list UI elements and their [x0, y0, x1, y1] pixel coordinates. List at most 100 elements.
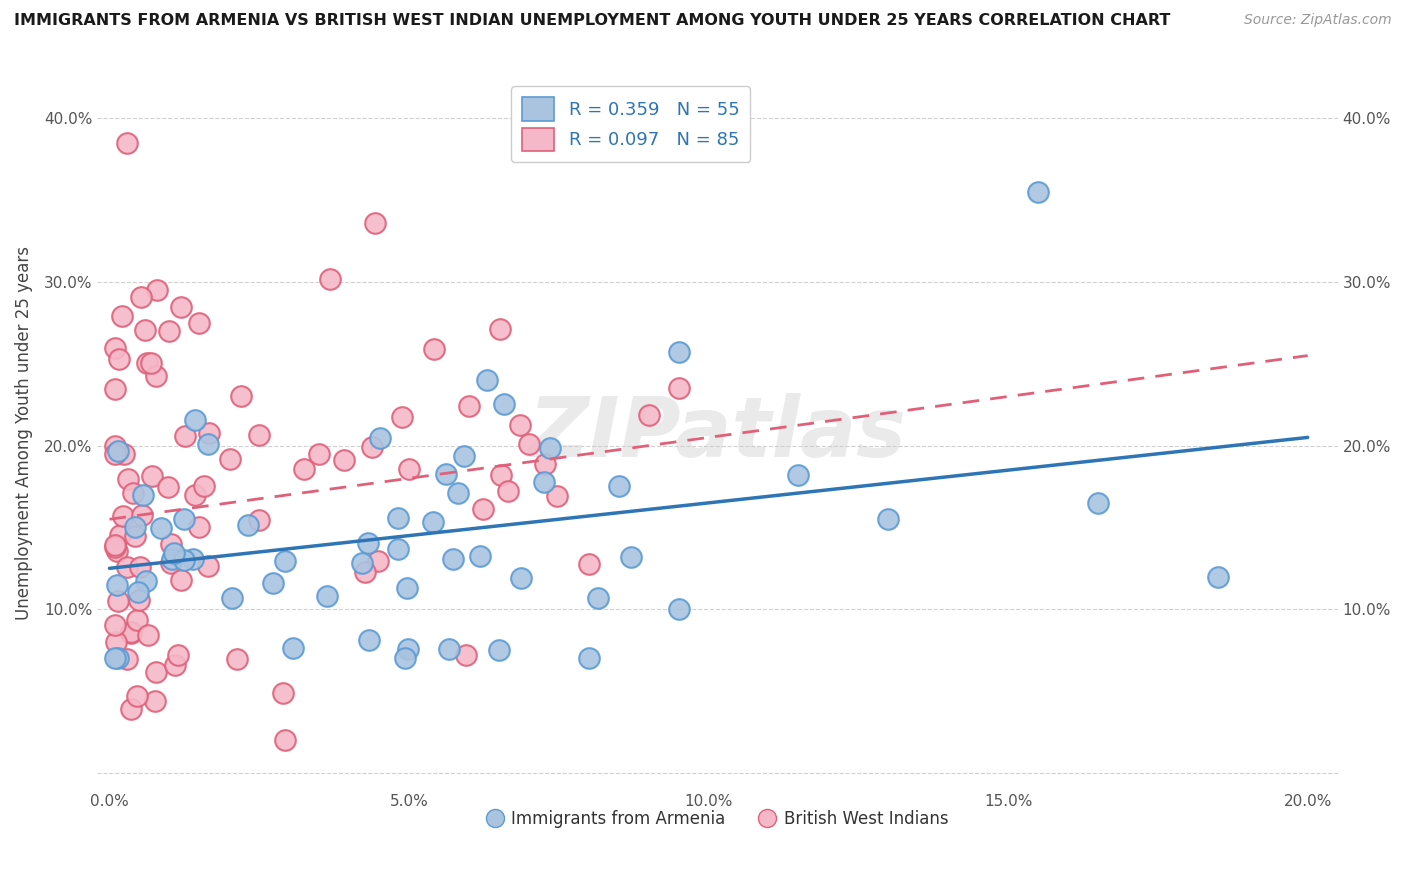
- Point: [160, 552, 183, 566]
- Point: [170, 574, 193, 588]
- Point: [396, 642, 419, 657]
- Point: [509, 418, 531, 433]
- Point: [184, 487, 207, 501]
- Point: [107, 594, 129, 608]
- Text: ZIPatlas: ZIPatlas: [529, 392, 907, 474]
- Point: [387, 542, 409, 557]
- Point: [357, 632, 380, 647]
- Point: [145, 665, 167, 680]
- Point: [134, 323, 156, 337]
- Point: [668, 381, 690, 395]
- Point: [112, 446, 135, 460]
- Point: [308, 447, 330, 461]
- Point: [533, 475, 555, 489]
- Point: [877, 512, 900, 526]
- Point: [1206, 569, 1229, 583]
- Point: [167, 648, 190, 663]
- Point: [104, 439, 127, 453]
- Point: [620, 549, 643, 564]
- Point: [475, 373, 498, 387]
- Point: [492, 397, 515, 411]
- Point: [127, 585, 149, 599]
- Point: [316, 589, 339, 603]
- Point: [361, 440, 384, 454]
- Point: [197, 426, 219, 441]
- Point: [489, 468, 512, 483]
- Text: IMMIGRANTS FROM ARMENIA VS BRITISH WEST INDIAN UNEMPLOYMENT AMONG YOUTH UNDER 25: IMMIGRANTS FROM ARMENIA VS BRITISH WEST …: [14, 13, 1170, 29]
- Point: [184, 412, 207, 426]
- Point: [197, 558, 219, 573]
- Point: [607, 479, 630, 493]
- Point: [357, 536, 380, 550]
- Point: [586, 591, 609, 605]
- Point: [105, 543, 128, 558]
- Point: [488, 322, 510, 336]
- Point: [496, 484, 519, 499]
- Point: [170, 300, 193, 314]
- Point: [132, 488, 155, 502]
- Point: [111, 309, 134, 323]
- Point: [145, 368, 167, 383]
- Point: [181, 552, 204, 566]
- Point: [387, 511, 409, 525]
- Legend: Immigrants from Armenia, British West Indians: Immigrants from Armenia, British West In…: [479, 803, 955, 834]
- Point: [124, 529, 146, 543]
- Point: [173, 512, 195, 526]
- Point: [120, 624, 142, 639]
- Point: [226, 652, 249, 666]
- Point: [197, 437, 219, 451]
- Point: [163, 546, 186, 560]
- Point: [271, 686, 294, 700]
- Point: [104, 447, 127, 461]
- Point: [127, 613, 149, 627]
- Point: [104, 541, 127, 555]
- Point: [367, 553, 389, 567]
- Point: [229, 389, 252, 403]
- Point: [292, 462, 315, 476]
- Point: [368, 431, 391, 445]
- Point: [510, 571, 533, 585]
- Point: [1026, 185, 1049, 199]
- Point: [333, 453, 356, 467]
- Point: [447, 486, 470, 500]
- Point: [350, 557, 373, 571]
- Point: [236, 518, 259, 533]
- Point: [120, 702, 142, 716]
- Point: [139, 356, 162, 370]
- Point: [157, 324, 180, 338]
- Point: [105, 635, 128, 649]
- Point: [637, 409, 659, 423]
- Point: [104, 341, 127, 355]
- Point: [468, 549, 491, 563]
- Point: [281, 640, 304, 655]
- Point: [107, 351, 129, 366]
- Point: [128, 592, 150, 607]
- Point: [517, 437, 540, 451]
- Point: [105, 578, 128, 592]
- Point: [193, 479, 215, 493]
- Point: [165, 657, 187, 672]
- Point: [117, 652, 139, 666]
- Point: [110, 528, 132, 542]
- Point: [394, 651, 416, 665]
- Point: [141, 469, 163, 483]
- Point: [115, 560, 138, 574]
- Point: [122, 485, 145, 500]
- Point: [143, 693, 166, 707]
- Point: [173, 553, 195, 567]
- Text: Source: ZipAtlas.com: Source: ZipAtlas.com: [1244, 13, 1392, 28]
- Point: [354, 566, 377, 580]
- Point: [129, 560, 152, 574]
- Point: [398, 462, 420, 476]
- Point: [160, 556, 183, 570]
- Point: [274, 554, 297, 568]
- Point: [247, 428, 270, 442]
- Point: [423, 342, 446, 356]
- Point: [120, 625, 142, 640]
- Point: [221, 591, 243, 605]
- Point: [471, 502, 494, 516]
- Point: [111, 508, 134, 523]
- Point: [458, 399, 481, 413]
- Point: [422, 516, 444, 530]
- Point: [364, 216, 387, 230]
